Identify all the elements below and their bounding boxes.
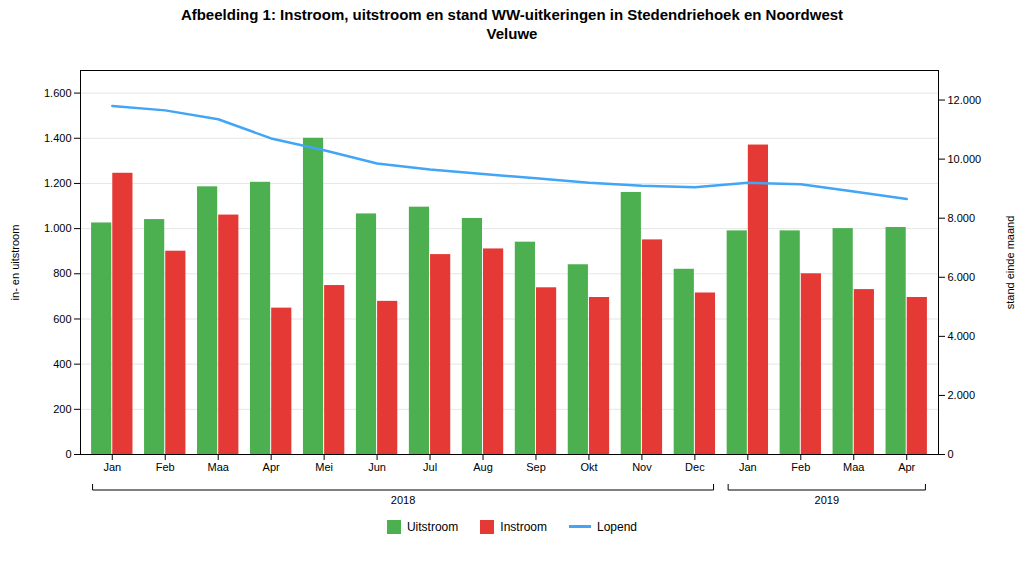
svg-text:Okt: Okt (580, 461, 597, 473)
svg-text:2019: 2019 (815, 494, 839, 506)
svg-text:Jun: Jun (368, 461, 386, 473)
svg-text:Aug: Aug (473, 461, 493, 473)
svg-text:12.000: 12.000 (948, 93, 982, 105)
svg-text:6.000: 6.000 (948, 270, 976, 282)
svg-text:1.400: 1.400 (44, 131, 72, 143)
svg-text:1.000: 1.000 (44, 222, 72, 234)
svg-text:Apr: Apr (263, 461, 280, 473)
svg-text:Nov: Nov (632, 461, 652, 473)
svg-text:0: 0 (948, 448, 954, 460)
svg-text:Feb: Feb (791, 461, 810, 473)
html-text:Lopend: Lopend (597, 519, 637, 534)
svg-text:in- en uitstroom: in- en uitstroom (9, 224, 21, 300)
svg-text:stand einde maand: stand einde maand (1004, 215, 1016, 309)
svg-text:8.000: 8.000 (948, 211, 976, 223)
svg-text:Mei: Mei (315, 461, 333, 473)
svg-text:Sep: Sep (526, 461, 546, 473)
svg-text:0: 0 (65, 448, 71, 460)
svg-text:800: 800 (53, 267, 71, 279)
svg-text:Jan: Jan (739, 461, 757, 473)
svg-text:Jul: Jul (423, 461, 437, 473)
svg-text:Jan: Jan (103, 461, 121, 473)
svg-text:2018: 2018 (391, 494, 415, 506)
html-text:Uitstroom: Uitstroom (407, 519, 459, 534)
html-text:Afbeelding 1: Instroom, uitstr: Afbeelding 1: Instroom, uitstroom en sta… (180, 6, 844, 42)
svg-text:Apr: Apr (898, 461, 915, 473)
svg-text:2.000: 2.000 (948, 388, 976, 400)
svg-text:Feb: Feb (156, 461, 175, 473)
svg-text:600: 600 (53, 312, 71, 324)
svg-text:4.000: 4.000 (948, 329, 976, 341)
svg-text:200: 200 (53, 402, 71, 414)
svg-text:1.200: 1.200 (44, 176, 72, 188)
svg-text:10.000: 10.000 (948, 152, 982, 164)
svg-text:Dec: Dec (685, 461, 705, 473)
svg-text:1.600: 1.600 (44, 86, 72, 98)
svg-text:400: 400 (53, 357, 71, 369)
svg-text:Maa: Maa (843, 461, 865, 473)
html-text:Instroom: Instroom (500, 519, 547, 534)
svg-text:Maa: Maa (208, 461, 230, 473)
